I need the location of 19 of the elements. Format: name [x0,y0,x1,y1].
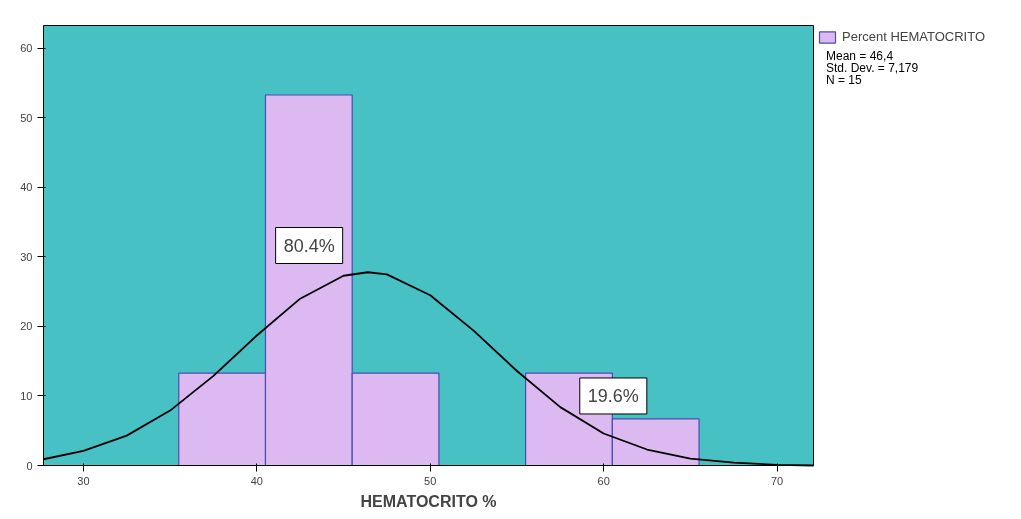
y-tick-label: 10 [20,389,33,402]
y-tick-label: 30 [20,250,33,263]
y-tick-label: 50 [20,111,33,124]
legend-label: Percent HEMATOCRITO [842,29,987,44]
annotation: 19.6% [587,385,639,406]
y-tick-label: 40 [20,181,33,194]
text: Std. Dev. = 7,179 [826,61,919,75]
y-tick-label: 60 [20,42,33,55]
text: Mean = 46,4 [826,49,894,63]
x-tick-label: 30 [77,474,90,487]
annotation: 80.4% [283,235,335,256]
x-tick-label: 70 [770,474,784,487]
x-tick-label: 40 [250,474,263,487]
y-tick-label: 0 [26,459,33,472]
y-tick-label: 20 [20,320,33,333]
x-tick-label: 60 [597,474,610,487]
x-axis-title: HEMATOCRITO % [360,492,497,510]
x-tick-label: 50 [424,474,437,487]
text: N = 15 [826,73,862,87]
